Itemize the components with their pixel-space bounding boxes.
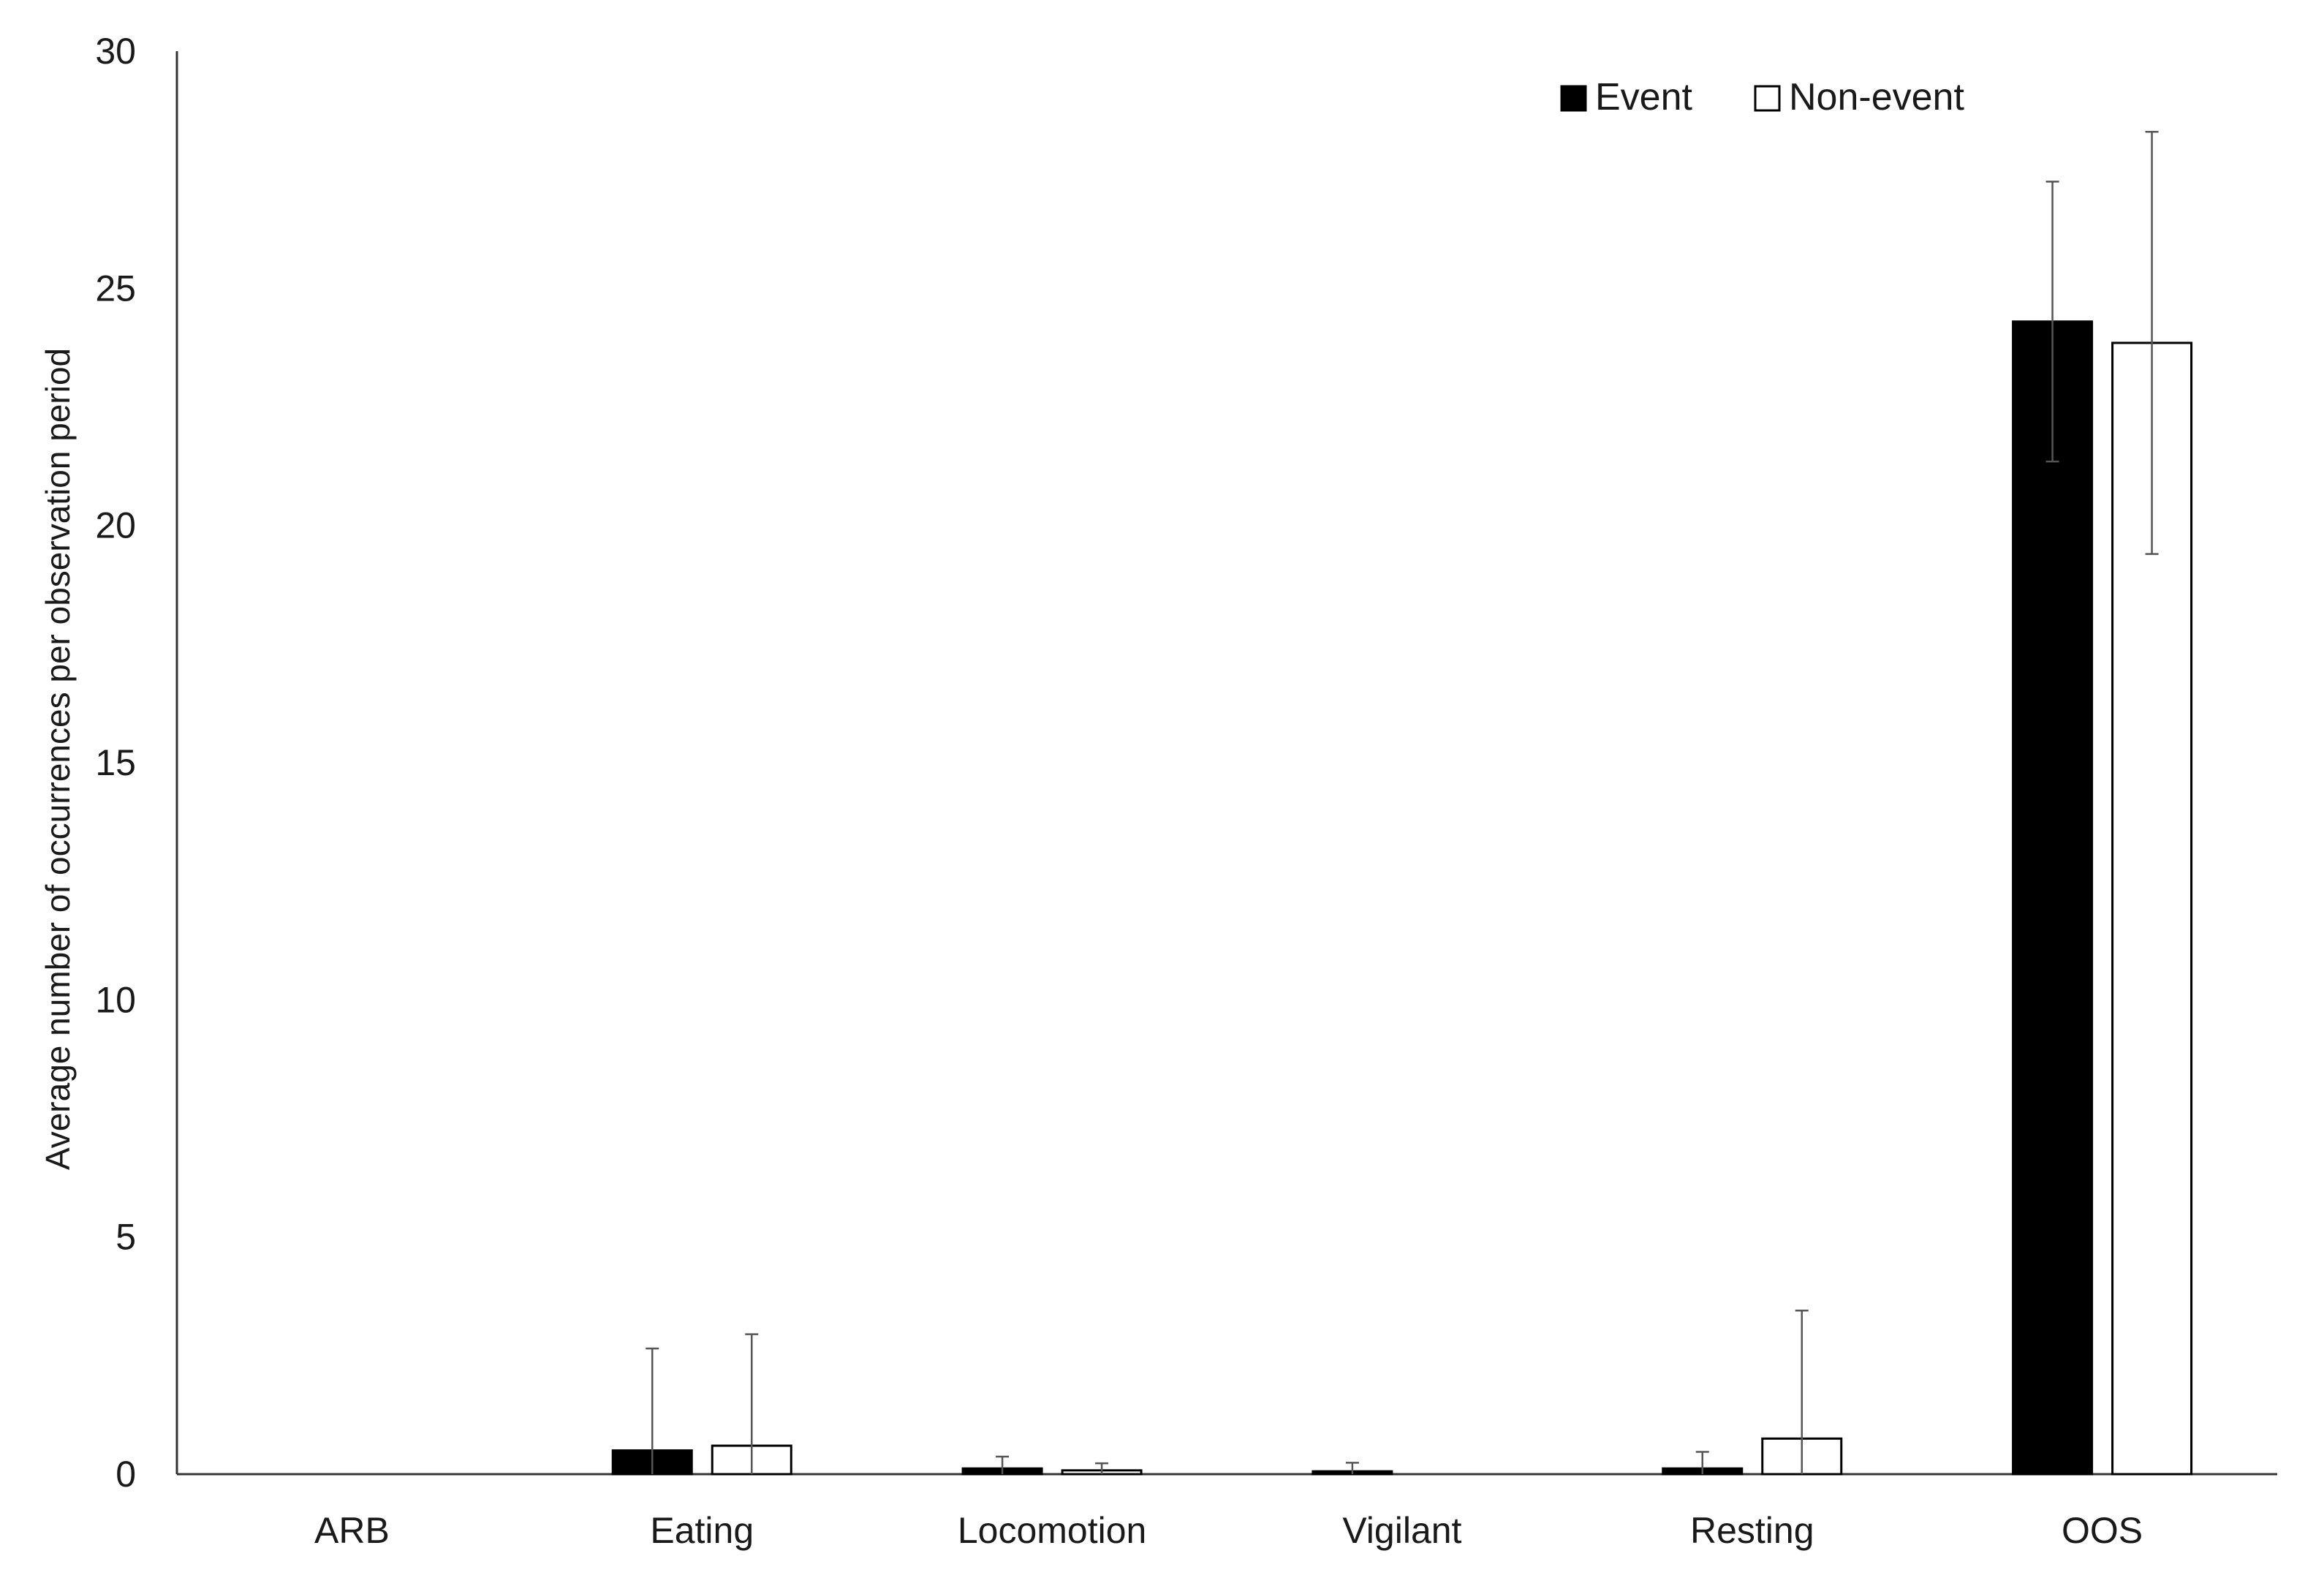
x-category-label: Resting — [1690, 1510, 1814, 1551]
y-tick-label: 20 — [95, 505, 136, 546]
error-bars — [646, 131, 2159, 1474]
legend-label: Non-event — [1789, 76, 1964, 118]
legend-label: Event — [1595, 76, 1693, 118]
x-category-label: Locomotion — [958, 1510, 1147, 1551]
x-category-label: Vigilant — [1342, 1510, 1461, 1551]
y-tick-label: 0 — [116, 1454, 136, 1495]
x-category-label: ARB — [314, 1510, 390, 1551]
y-tick-label: 5 — [116, 1217, 136, 1258]
bars — [611, 320, 2193, 1476]
y-tick-label: 10 — [95, 979, 136, 1020]
bar-event — [2012, 320, 2094, 1476]
y-axis-title: Average number of occurrences per observ… — [39, 348, 77, 1170]
y-tick-label: 15 — [95, 742, 136, 783]
legend: Event Non-event — [1560, 76, 1964, 118]
y-ticks: 0 5 10 15 20 25 30 — [95, 31, 136, 1495]
x-categories: ARB Eating Locomotion Vigilant Resting OOS — [314, 1510, 2143, 1551]
y-tick-label: 25 — [95, 268, 136, 309]
legend-swatch — [1754, 85, 1781, 112]
x-category-label: OOS — [2062, 1510, 2143, 1551]
legend-swatch — [1560, 85, 1587, 112]
x-category-label: Eating — [650, 1510, 754, 1551]
axes — [175, 51, 2277, 1476]
y-tick-label: 30 — [95, 31, 136, 72]
